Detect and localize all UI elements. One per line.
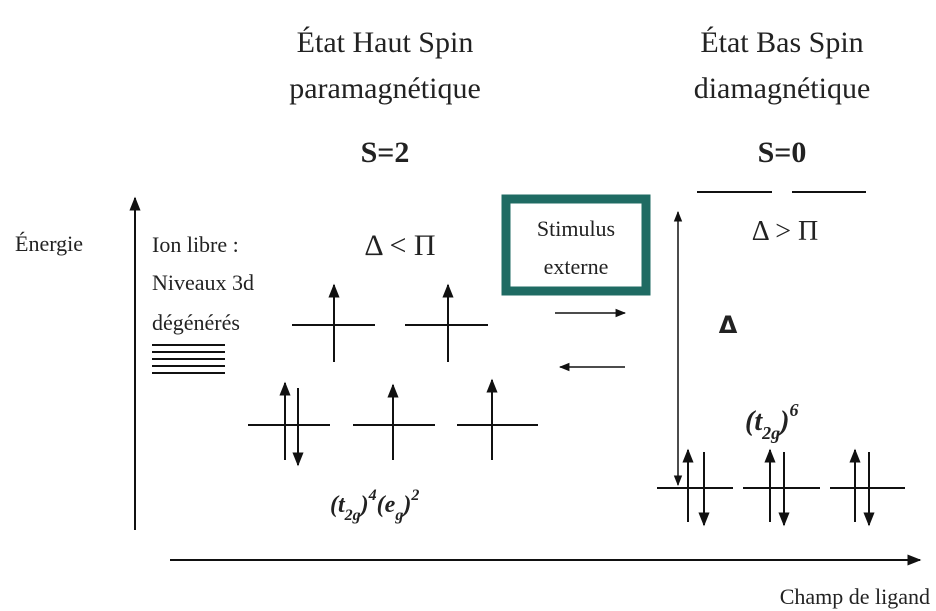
low-title: État Bas Spin (700, 26, 863, 59)
low-subtitle: diamagnétique (694, 72, 871, 105)
high-spin-levels (248, 283, 538, 467)
stimulus: externe (544, 254, 609, 279)
low-condition: Δ > Π (752, 216, 818, 247)
high-title: État Haut Spin (297, 26, 474, 59)
low-config: (t2g)6 (745, 400, 798, 443)
free-ion: dégénérés (152, 310, 240, 335)
high-spin: S=2 (361, 136, 410, 169)
high-config: (t2g)4(eg)2 (330, 487, 419, 524)
low-spin-levels (657, 191, 905, 527)
stimulus: Stimulus (537, 216, 615, 241)
free-ion: Niveaux 3d (152, 270, 254, 295)
titles: État Haut Spin paramagnétique S=2 État B… (289, 26, 870, 169)
free-ion: Ion libre : (152, 232, 239, 257)
degenerate-levels (152, 344, 225, 374)
y-label: Énergie (15, 231, 83, 256)
gap-label: Δ (719, 311, 738, 339)
low-spin: S=0 (758, 136, 807, 169)
x-label: Champ de ligand (780, 584, 930, 609)
stimulus-box (501, 194, 651, 296)
high-subtitle: paramagnétique (289, 72, 481, 105)
high-condition: Δ < Π (364, 229, 435, 262)
